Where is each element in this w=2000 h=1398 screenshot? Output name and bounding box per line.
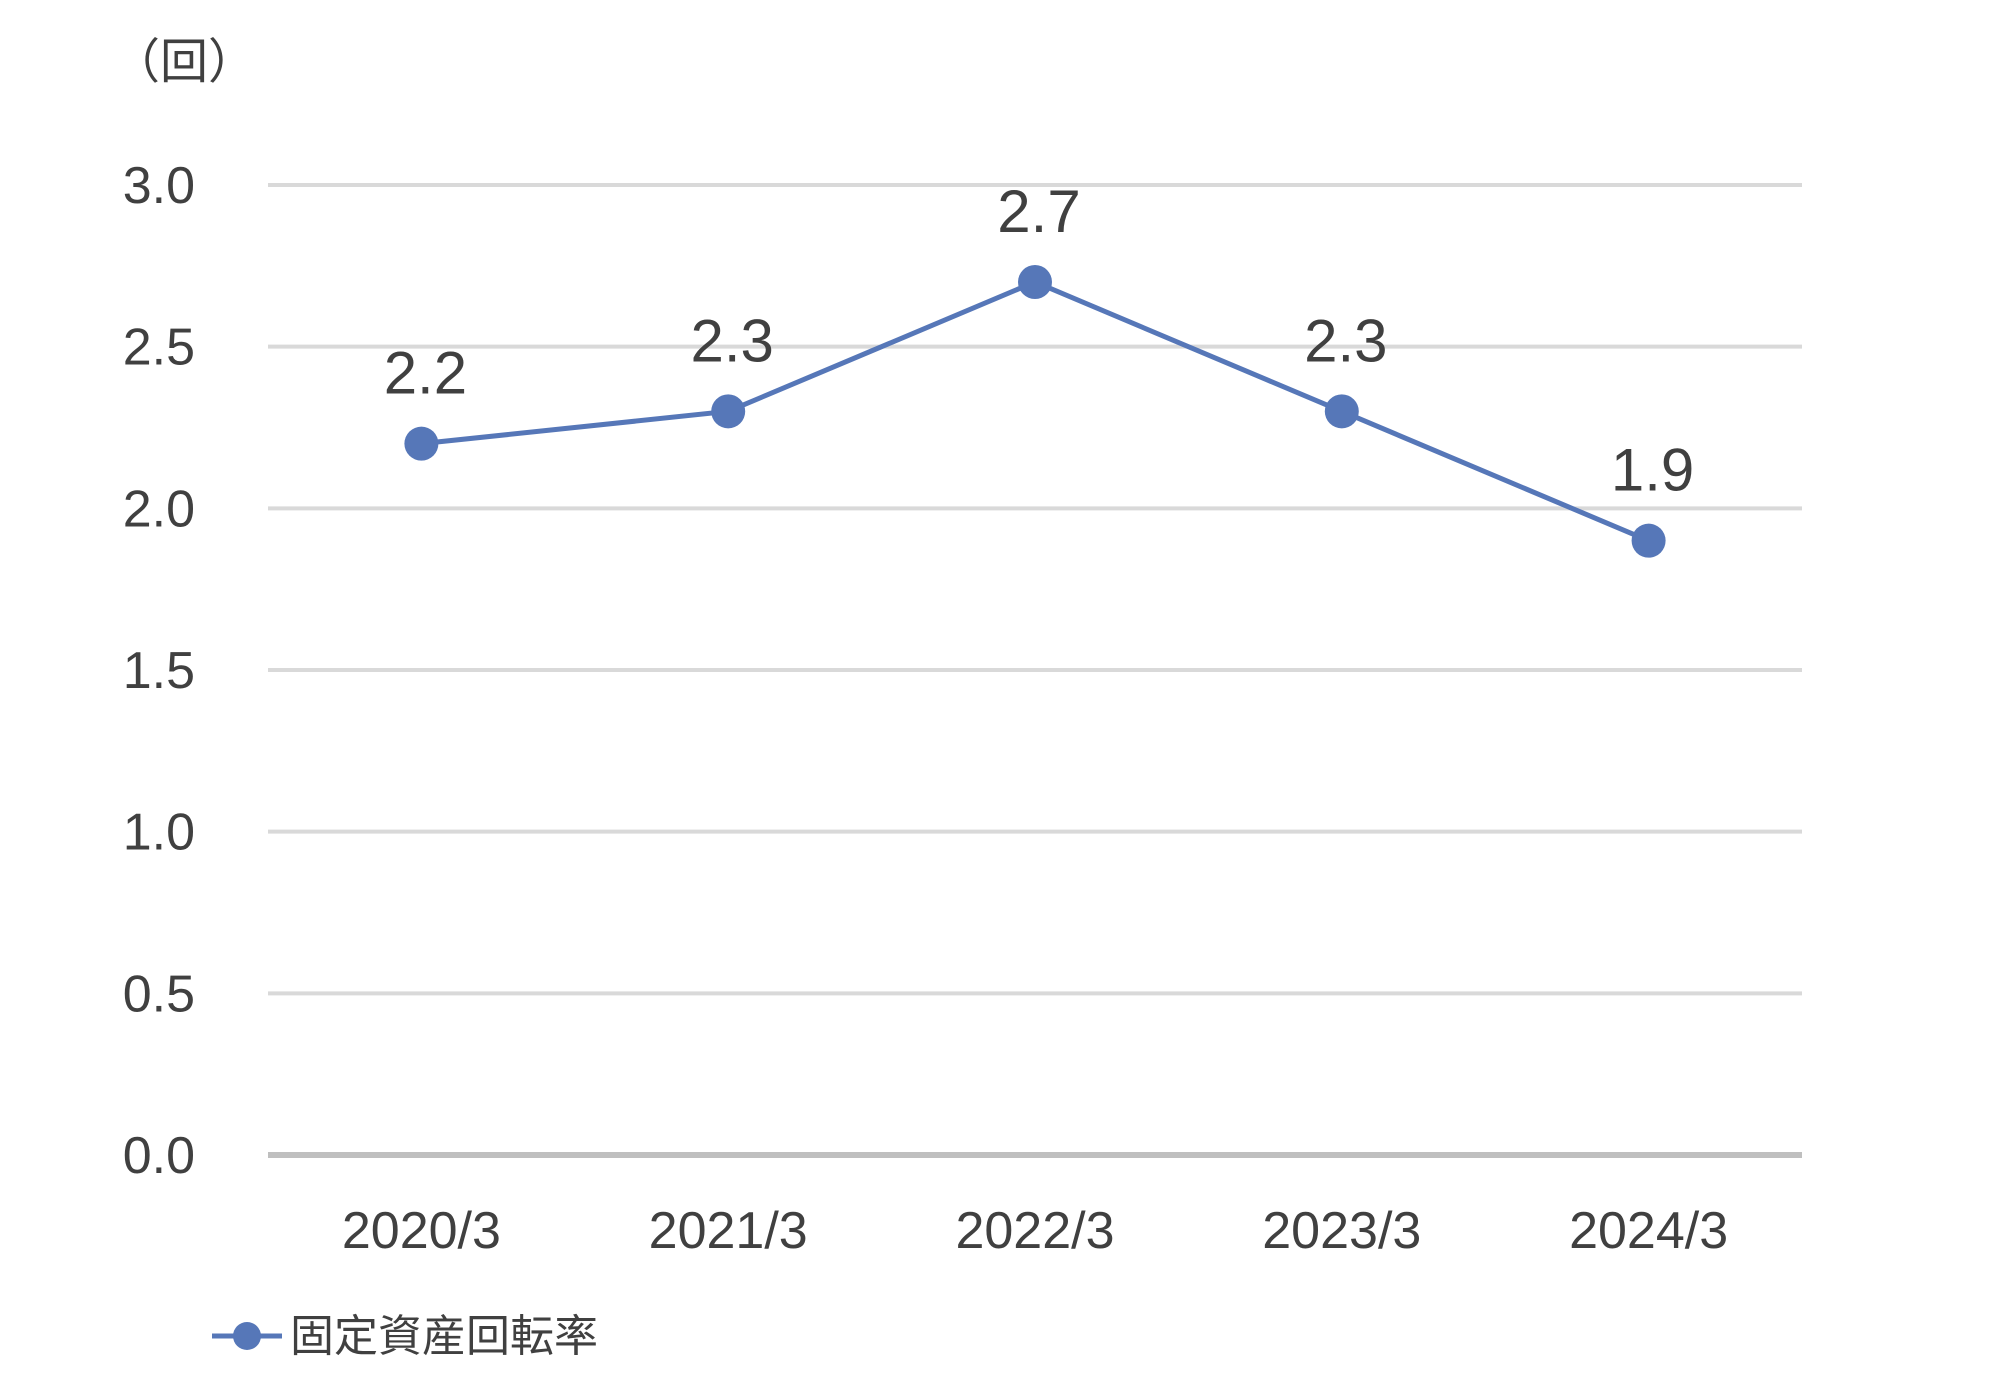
data-label: 1.9 [1611,437,1694,504]
data-label: 2.3 [1304,307,1387,374]
data-labels: 2.2 2.3 2.7 2.3 1.9 [384,178,1695,504]
y-tick-label: 0.5 [123,965,195,1023]
data-label: 2.7 [997,178,1080,245]
data-point [404,426,439,461]
y-tick-label: 0.0 [123,1127,195,1185]
legend-dot-marker [233,1322,261,1350]
x-tick-label: 2023/3 [1262,1202,1421,1260]
y-tick-label: 3.0 [123,157,195,215]
x-axis-tick-labels: 2020/3 2021/3 2022/3 2023/3 2024/3 [342,1202,1728,1260]
legend-series-label: 固定資産回転率 [290,1311,598,1362]
x-tick-label: 2024/3 [1569,1202,1728,1260]
x-tick-label: 2021/3 [649,1202,808,1260]
data-label: 2.2 [384,340,467,407]
y-tick-label: 1.0 [123,804,195,862]
y-tick-label: 2.0 [123,480,195,538]
legend: 固定資産回転率 [212,1311,598,1362]
y-tick-label: 1.5 [123,642,195,700]
x-tick-label: 2022/3 [955,1202,1114,1260]
y-tick-label: 2.5 [123,319,195,377]
series-line [421,279,1650,543]
data-point [1018,265,1052,299]
x-tick-label: 2020/3 [342,1202,501,1260]
gridlines [268,183,1802,1158]
data-point [1631,523,1666,558]
data-label: 2.3 [690,307,773,374]
series-group [404,265,1666,558]
y-unit-label: （回） [112,34,256,90]
data-point [1324,394,1359,429]
y-axis-tick-labels: 0.0 0.5 1.0 1.5 2.0 2.5 3.0 [123,157,195,1185]
data-point [711,394,746,429]
